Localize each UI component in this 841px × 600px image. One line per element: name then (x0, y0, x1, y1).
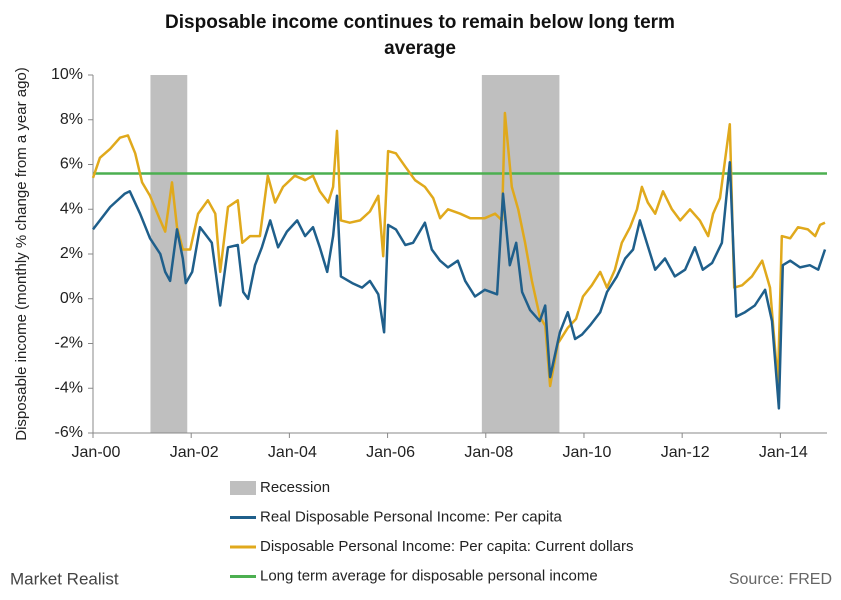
x-tick-label: Jan-06 (366, 444, 415, 461)
x-tick-label: Jan-10 (563, 444, 612, 461)
y-tick-label: -6% (55, 424, 83, 441)
y-tick-label: 0% (60, 290, 83, 307)
x-tick-label: Jan-02 (170, 444, 219, 461)
logo: Market Realist (10, 569, 119, 588)
y-tick-label: -2% (55, 335, 83, 352)
legend-label: Long term average for disposable persona… (260, 567, 598, 584)
y-tick-label: 2% (60, 245, 83, 262)
recession-band (481, 75, 560, 433)
y-tick-label: 4% (60, 200, 83, 217)
x-tick-label: Jan-00 (72, 444, 121, 461)
y-tick-label: 6% (60, 156, 83, 173)
legend-label: Real Disposable Personal Income: Per cap… (260, 508, 562, 525)
y-axis-label: Disposable income (monthly % change from… (13, 67, 30, 441)
y-tick-label: 10% (51, 66, 83, 83)
y-tick-label: 8% (60, 111, 83, 128)
x-tick-label: Jan-14 (759, 444, 808, 461)
source: Source: FRED (729, 571, 832, 588)
chart-title: Disposable income continues to remain be… (165, 12, 675, 59)
series-line (92, 161, 827, 410)
legend-label: Recession (260, 479, 330, 496)
legend-swatch (230, 481, 256, 495)
x-tick-label: Jan-08 (464, 444, 513, 461)
x-tick-label: Jan-12 (661, 444, 710, 461)
legend-label: Disposable Personal Income: Per capita: … (260, 538, 634, 555)
series-line (91, 111, 826, 388)
x-tick-label: Jan-04 (268, 444, 317, 461)
y-tick-label: -4% (55, 379, 83, 396)
